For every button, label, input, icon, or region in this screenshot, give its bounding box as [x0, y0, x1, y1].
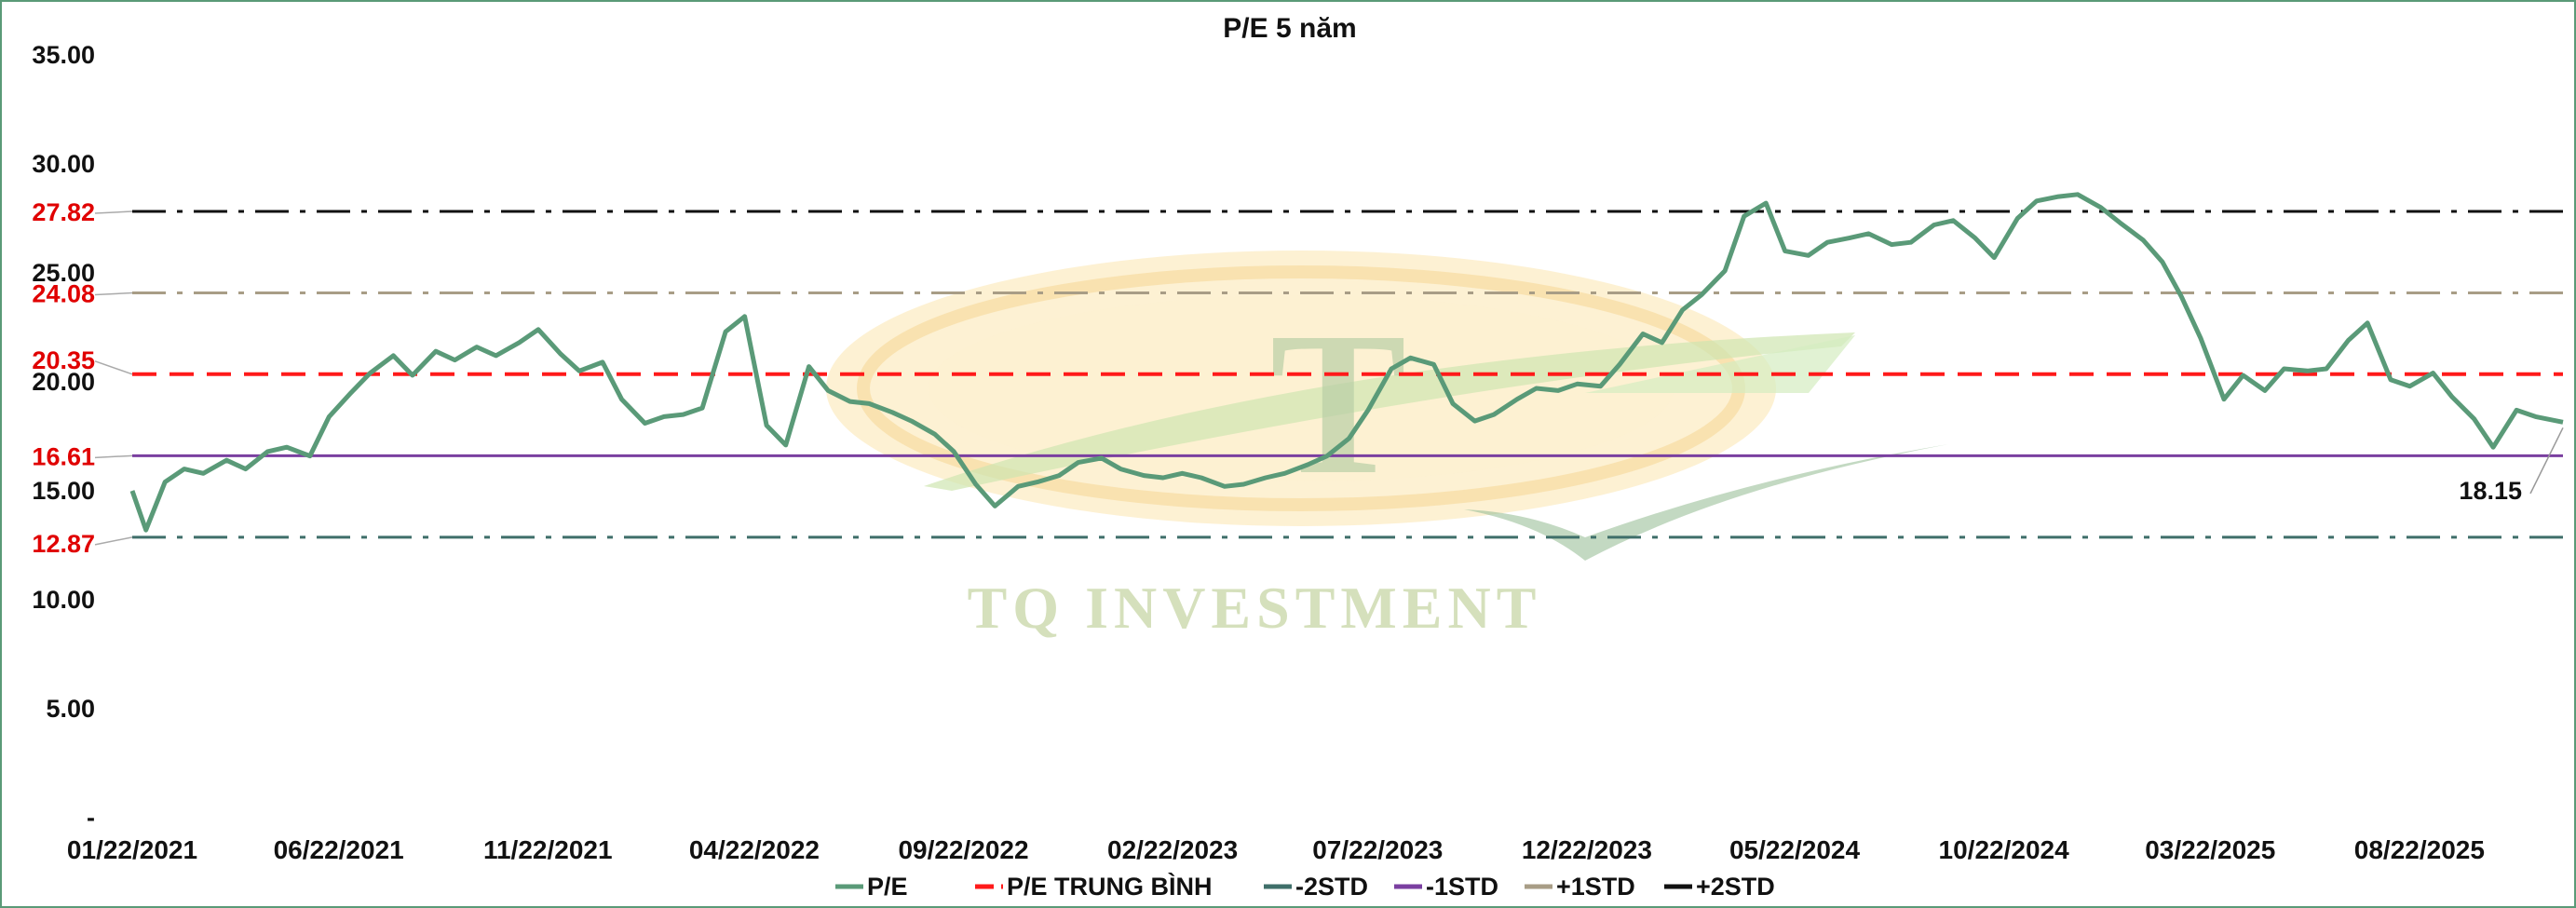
stat-label--1std: 16.61 [32, 442, 95, 470]
legend-label-p-e: P/E [867, 873, 908, 901]
y-tick-label: 5.00 [46, 695, 95, 723]
watermark-swoosh [924, 332, 1855, 491]
watermark: T TQ INVESTMENT [826, 251, 1948, 641]
x-axis-ticks: 01/22/2021 06/22/2021 11/22/2021 04/22/2022… [67, 835, 2485, 864]
x-tick-label: 09/22/2022 [898, 835, 1028, 864]
y-tick-label: 10.00 [32, 586, 95, 614]
legend-label-p-e-trung-b-nh: P/E TRUNG BÌNH [1007, 872, 1213, 901]
x-tick-label: 02/22/2023 [1107, 835, 1238, 864]
y-axis-ticks: - 5.00 10.00 15.00 20.00 25.00 30.00 35.00 [32, 41, 95, 832]
x-tick-label: 12/22/2023 [1522, 835, 1652, 864]
chart-title: P/E 5 năm [1223, 13, 1356, 44]
legend: P/E P/E TRUNG BÌNH -2STD -1STD +1STD +2STD [835, 872, 1775, 901]
y-tick-label: 20.00 [32, 368, 95, 396]
watermark-check [1464, 444, 1948, 561]
end-value-label: 18.15 [2459, 477, 2522, 505]
legend-label--1std: -1STD [1426, 873, 1498, 901]
stat-label-leader [94, 360, 133, 375]
x-tick-label: 03/22/2025 [2145, 835, 2275, 864]
end-label-leader [2529, 427, 2564, 495]
stat-label-leader [94, 454, 133, 459]
watermark-text: TQ INVESTMENT [968, 575, 1542, 641]
x-tick-label: 10/22/2024 [1939, 835, 2070, 864]
x-tick-label: 07/22/2023 [1312, 835, 1443, 864]
series-line-pe [129, 192, 2564, 533]
watermark-logo-letter: T [1270, 290, 1407, 517]
legend-label--2std: -2STD [1295, 873, 1368, 901]
stat-label-+2std: 27.82 [32, 198, 95, 226]
stat-label-leader [94, 536, 133, 546]
y-tick-label: - [87, 804, 95, 832]
watermark-arrow [1585, 335, 1855, 393]
x-tick-label: 08/22/2025 [2354, 835, 2485, 864]
legend-label-+1std: +1STD [1556, 873, 1635, 901]
stat-label-leader [94, 210, 133, 214]
stat-label--2std: 12.87 [32, 530, 95, 558]
stat-label-leader [94, 291, 133, 296]
x-tick-label: 11/22/2021 [483, 835, 613, 864]
stat-lines: 20.35 12.87 16.61 24.08 27.82 [32, 198, 2563, 558]
y-tick-label: 30.00 [32, 150, 95, 178]
x-tick-label: 06/22/2021 [274, 835, 404, 864]
y-tick-label: 35.00 [32, 41, 95, 69]
pe-series [129, 192, 2564, 533]
x-tick-label: 05/22/2024 [1729, 835, 1861, 864]
x-tick-label: 04/22/2022 [689, 835, 820, 864]
y-tick-label: 15.00 [32, 477, 95, 505]
x-tick-label: 01/22/2021 [67, 835, 197, 864]
stat-label-p-e-trung-b-nh: 20.35 [32, 346, 95, 374]
legend-label-+2std: +2STD [1696, 873, 1775, 901]
annotations: 18.15 [2459, 427, 2564, 505]
y-tick-label: 25.00 [32, 259, 95, 287]
stat-label-+1std: 24.08 [32, 280, 95, 308]
